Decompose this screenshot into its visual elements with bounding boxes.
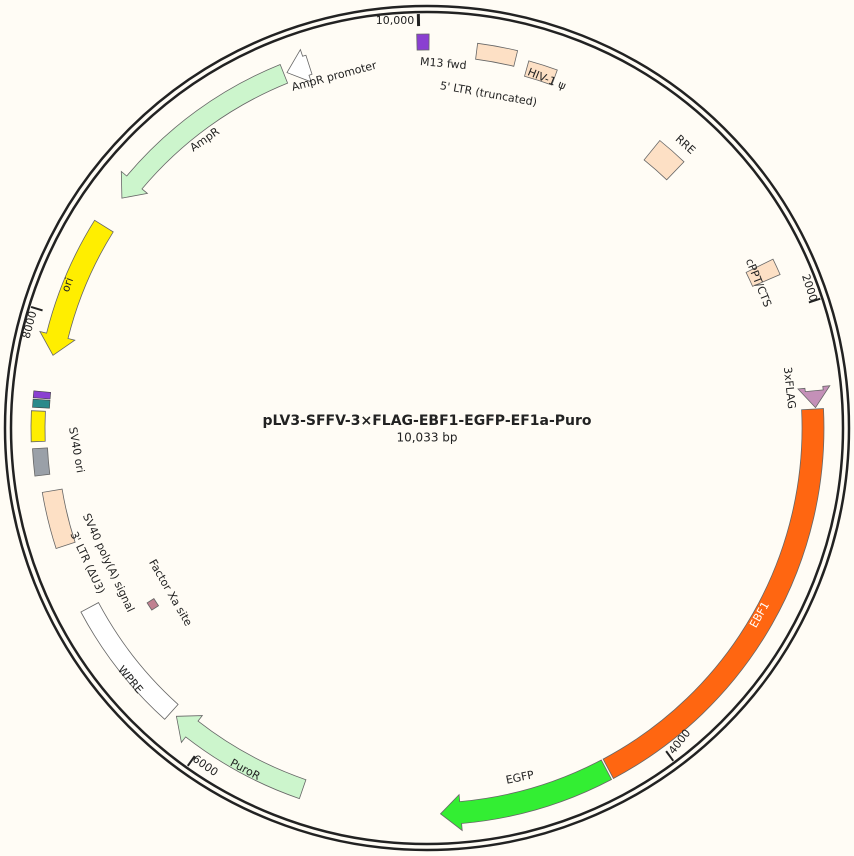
feature-label: M13 fwd — [419, 55, 467, 72]
feature — [80, 602, 179, 720]
feature — [39, 219, 114, 356]
feature — [797, 385, 831, 409]
plasmid-title: pLV3-SFFV-3×FLAG-EBF1-EGFP-EF1a-Puro — [263, 413, 592, 429]
tick-mark — [808, 297, 821, 304]
feature-label: ori — [59, 276, 76, 294]
feature-label: EGFP — [505, 768, 536, 787]
feature — [120, 63, 289, 199]
feature — [30, 410, 46, 443]
feature — [602, 408, 825, 780]
feature — [175, 715, 307, 800]
feature — [439, 759, 613, 832]
feature — [146, 598, 160, 611]
tick-mark — [665, 750, 675, 762]
tick-label: 10,000 — [376, 14, 415, 27]
feature — [745, 258, 781, 287]
feature — [524, 60, 558, 86]
feature — [416, 33, 430, 51]
feature-label: 3xFLAG — [781, 366, 798, 409]
backbone-outer — [3, 4, 851, 852]
marker-feature — [32, 390, 52, 400]
tick-mark — [186, 755, 196, 767]
feature — [475, 42, 519, 67]
plasmid-size: 10,033 bp — [396, 431, 457, 445]
feature — [41, 488, 76, 550]
feature — [286, 48, 313, 83]
tick-mark — [30, 306, 43, 312]
feature — [32, 447, 51, 477]
marker-feature — [32, 398, 51, 409]
backbone-inner — [9, 10, 845, 846]
feature — [643, 139, 685, 181]
